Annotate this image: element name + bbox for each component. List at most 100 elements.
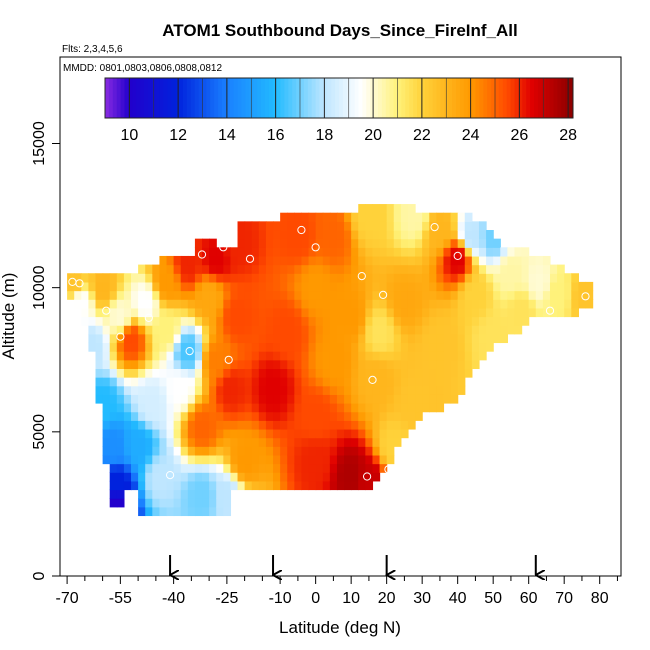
heat-cell <box>194 472 203 482</box>
heat-cell <box>358 472 366 482</box>
x-tick-label: 70 <box>555 590 573 607</box>
heat-cell <box>386 437 395 447</box>
heat-cell <box>301 238 310 248</box>
heat-cell <box>273 411 281 421</box>
heat-cell <box>443 385 452 395</box>
heat-cell <box>109 377 118 387</box>
heat-cell <box>322 212 331 222</box>
heat-cell <box>287 403 295 413</box>
heat-cell <box>400 325 409 335</box>
heat-cell <box>450 221 459 231</box>
heat-cell <box>173 428 182 439</box>
heat-cell <box>81 307 89 318</box>
heat-cell <box>322 368 331 378</box>
heat-cell <box>308 437 317 447</box>
heat-cell <box>294 463 303 473</box>
heat-cell <box>386 403 395 413</box>
heat-cell <box>500 247 508 257</box>
colorbar-cell <box>245 78 250 118</box>
heat-cell <box>202 351 210 361</box>
heat-cell <box>180 454 189 465</box>
heat-cell <box>294 454 303 465</box>
heat-cell <box>265 255 274 266</box>
heat-cell <box>294 437 303 447</box>
heat-cell <box>173 264 182 274</box>
heat-cell <box>344 394 352 404</box>
heat-cell <box>216 281 224 292</box>
heat-cell <box>415 385 423 395</box>
heat-cell <box>223 281 232 292</box>
x-tick-label: -40 <box>162 590 185 607</box>
heat-cell <box>258 316 267 326</box>
heat-cell <box>287 377 295 387</box>
heat-cell <box>244 428 253 439</box>
heat-cell <box>223 359 232 369</box>
colorbar-cell <box>327 78 332 118</box>
heat-cell <box>471 221 480 231</box>
heat-cell <box>393 411 402 421</box>
heat-cell <box>358 359 366 369</box>
heat-cell <box>216 463 224 473</box>
heat-cell <box>372 377 381 387</box>
heat-cell <box>237 342 246 352</box>
heat-cell <box>202 480 210 491</box>
heat-cell <box>187 307 196 318</box>
heat-cell <box>180 255 189 266</box>
heat-cell <box>244 403 253 413</box>
heat-cell <box>322 264 331 274</box>
heat-cell <box>265 385 274 395</box>
heat-cell <box>173 446 182 456</box>
heat-cell <box>202 299 210 309</box>
heat-cell <box>95 333 104 344</box>
heat-cell <box>386 420 395 430</box>
heat-cell <box>223 264 232 274</box>
heat-cell <box>202 247 210 257</box>
heat-cell <box>436 255 445 266</box>
heat-cell <box>109 273 118 283</box>
heat-cell <box>294 472 303 482</box>
heat-cell <box>280 273 288 283</box>
heat-cell <box>95 368 104 378</box>
heat-cell <box>393 238 402 248</box>
heat-cell <box>88 299 97 309</box>
heat-cell <box>521 307 530 318</box>
heat-cell <box>166 325 175 335</box>
heat-cell <box>308 230 317 240</box>
colorbar-cell <box>315 78 320 118</box>
colorbar-cell <box>456 78 461 118</box>
heat-cell <box>109 480 118 491</box>
heat-cell <box>237 221 246 231</box>
heat-cell <box>237 273 246 283</box>
heat-cell <box>223 498 232 508</box>
colorbar-cell <box>292 78 297 118</box>
heat-cell <box>301 359 310 369</box>
colorbar-cell <box>198 78 203 118</box>
heat-cell <box>209 264 217 274</box>
heat-cell <box>209 428 217 439</box>
heat-cell <box>415 325 423 335</box>
heat-cell <box>173 255 182 266</box>
colorbar-cell <box>206 78 211 118</box>
heat-cell <box>379 368 388 378</box>
heat-cell <box>500 290 508 300</box>
heat-cell <box>478 316 487 326</box>
heat-cell <box>273 437 281 447</box>
heat-cell <box>358 385 366 395</box>
heat-cell <box>386 273 395 283</box>
heat-cell <box>131 472 139 482</box>
heat-cell <box>351 437 359 447</box>
heat-cell <box>244 385 253 395</box>
heat-cell <box>393 437 402 447</box>
heat-cell <box>407 221 416 231</box>
heat-cell <box>216 394 224 404</box>
heat-cell <box>464 342 473 352</box>
heat-cell <box>493 290 501 300</box>
heat-cell <box>315 273 324 283</box>
heat-cell <box>436 316 445 326</box>
chart-title: ATOM1 Southbound Days_Since_FireInf_All <box>162 21 517 40</box>
heat-cell <box>287 411 295 421</box>
heat-cell <box>287 255 295 266</box>
heat-cell <box>88 273 97 283</box>
heat-cell <box>173 385 182 395</box>
heat-cell <box>393 325 402 335</box>
